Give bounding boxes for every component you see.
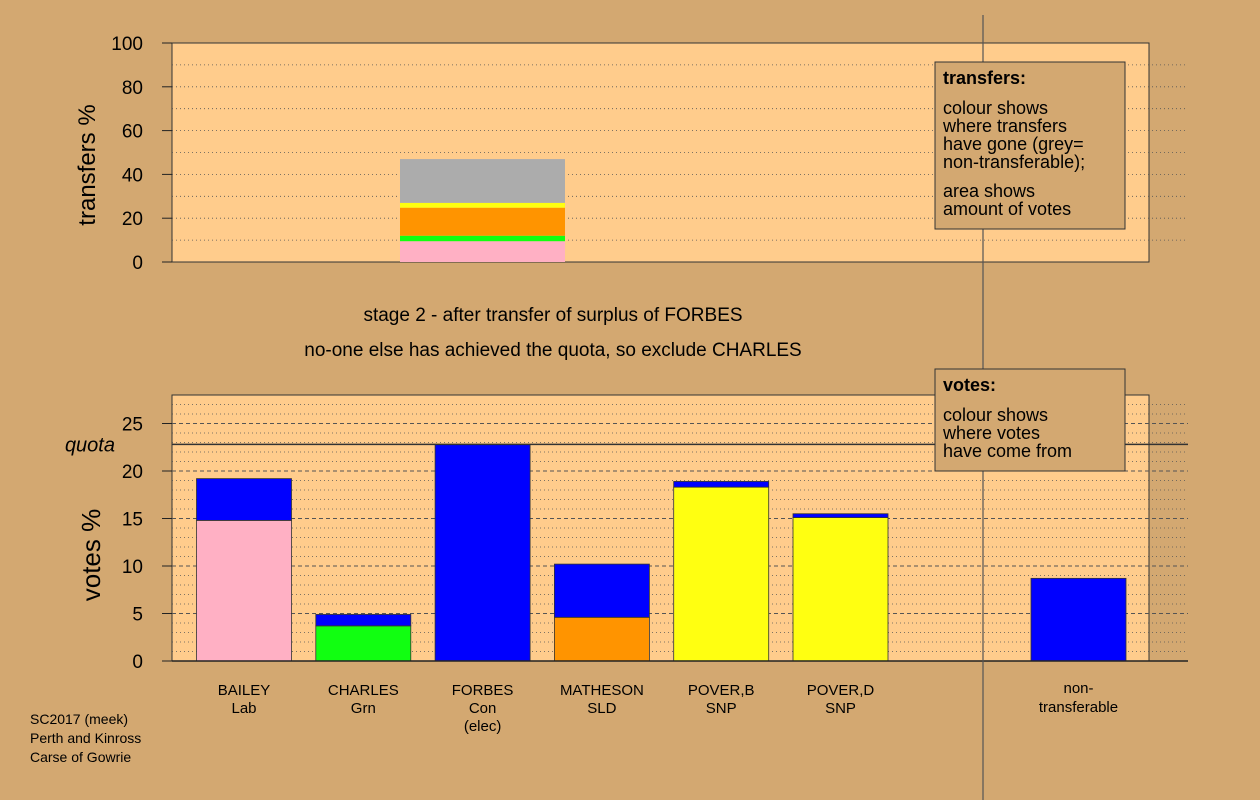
candidate-name-label: CHARLES (328, 682, 399, 699)
candidate-party-label: SLD (587, 700, 616, 717)
bar-bailey-segment-con (196, 478, 292, 521)
y-tick-label: 80 (122, 78, 143, 99)
transfer-segment-nontransferable (400, 159, 565, 203)
bar-forbes-segment-con (434, 443, 531, 662)
candidate-name-label: POVER,B (688, 682, 755, 699)
quota-label: quota (65, 434, 115, 456)
y-tick-label: 5 (132, 605, 143, 626)
bar-pover-d-segment-con (792, 513, 889, 518)
transfers-legend-line: where transfers (942, 116, 1067, 136)
candidate-name-label: FORBES (452, 682, 514, 699)
transfers-gridlines (172, 64, 1188, 241)
votes-legend-box (934, 368, 1126, 472)
transfer-segment-sld (400, 207, 565, 236)
transfers-legend-line: colour shows (943, 98, 1048, 118)
candidate-status-label: (elec) (464, 718, 502, 735)
footer-line: SC2017 (meek) (30, 711, 128, 727)
y-tick-label: 10 (122, 557, 143, 578)
bar-pover-d-segment-snp (792, 517, 889, 662)
y-tick-label: 20 (122, 462, 143, 483)
votes-legend-line: colour shows (943, 405, 1048, 425)
transfers-legend-line: area shows (943, 181, 1035, 201)
candidate-party-label: SNP (825, 700, 856, 717)
y-tick-label: 20 (122, 209, 143, 230)
footer-line: Perth and Kinross (30, 730, 141, 746)
y-tick-label: 40 (122, 165, 143, 186)
footer-line: Carse of Gowrie (30, 749, 131, 765)
transfer-segment-snp (400, 202, 565, 208)
bar-charles-segment-con (315, 614, 412, 627)
bar-matheson-segment-sld (554, 616, 650, 662)
candidate-party-label: Grn (351, 700, 376, 717)
bar-charles-segment-grn (315, 625, 412, 662)
transfers-y-ticks: 0 20 40 60 80 100 (111, 34, 172, 274)
candidate-party-label: Con (469, 700, 497, 717)
candidate-party-label: Lab (231, 700, 256, 717)
bar-bailey-segment-lab (196, 520, 292, 662)
bar-pover-b-segment-con (673, 481, 770, 488)
transfers-bar (400, 159, 565, 262)
candidate-name-label: MATHESON (560, 682, 644, 699)
candidate-name-label: POVER,D (807, 682, 875, 699)
transfers-legend-box (934, 61, 1126, 230)
transfers-legend-title: transfers: (943, 68, 1026, 88)
bar-matheson-segment-con (554, 563, 650, 618)
y-tick-label: 15 (122, 510, 143, 531)
y-tick-label: 100 (111, 34, 143, 55)
candidate-party-label: SNP (706, 700, 737, 717)
candidate-name-label: BAILEY (218, 682, 271, 699)
transfers-legend-line: amount of votes (943, 199, 1071, 219)
stage-description-line2: no-one else has achieved the quota, so e… (304, 340, 801, 361)
votes-legend-line: have come from (943, 441, 1072, 461)
transfer-segment-grn (400, 235, 565, 242)
votes-legend-line: where votes (942, 423, 1040, 443)
nontransferable-label: non- (1063, 680, 1093, 697)
votes-y-ticks: 0 5 10 15 20 25 (122, 415, 172, 673)
y-tick-label: 0 (132, 253, 143, 274)
transfers-legend: transfers: colour shows where transfers … (934, 61, 1126, 230)
votes-legend-title: votes: (943, 375, 996, 395)
nontransferable-label: transferable (1039, 699, 1118, 716)
votes-bars (196, 443, 1127, 662)
y-tick-label: 60 (122, 122, 143, 143)
bar-nontransferable-segment-con (1030, 577, 1127, 662)
transfer-segment-lab (400, 241, 565, 262)
transfers-legend-line: have gone (grey= (943, 134, 1084, 154)
votes-legend: votes: colour shows where votes have com… (934, 368, 1126, 472)
votes-y-axis-label: votes % (76, 509, 106, 602)
y-tick-label: 0 (132, 652, 143, 673)
stage-description-line1: stage 2 - after transfer of surplus of F… (363, 305, 742, 326)
transfers-y-axis-label: transfers % (74, 104, 101, 225)
transfers-legend-line: non-transferable); (943, 152, 1085, 172)
y-tick-label: 25 (122, 415, 143, 436)
bar-pover-b-segment-snp (673, 486, 770, 662)
